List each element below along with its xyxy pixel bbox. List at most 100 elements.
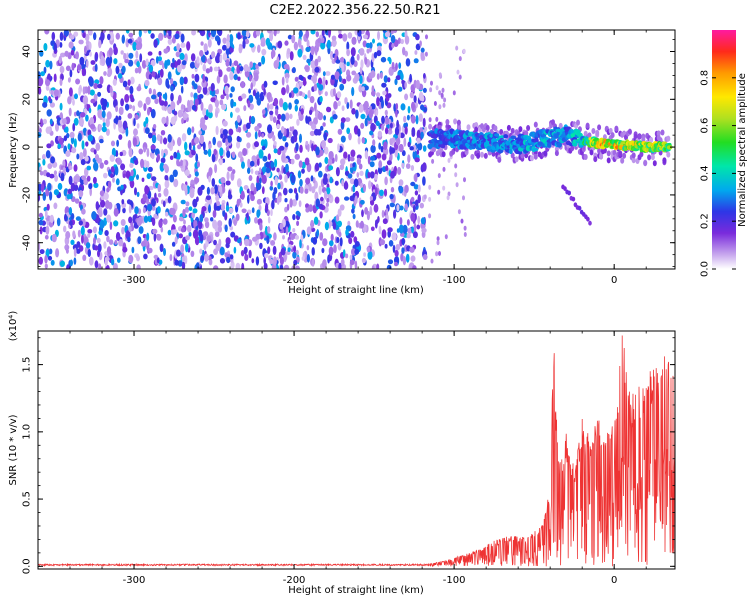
noise-speckle xyxy=(457,209,461,215)
noise-speckle xyxy=(164,180,170,189)
noise-speckle xyxy=(40,182,45,193)
noise-speckle xyxy=(387,93,392,98)
noise-speckle xyxy=(309,130,315,137)
noise-speckle xyxy=(38,242,41,252)
noise-speckle xyxy=(409,146,415,151)
noise-speckle xyxy=(322,71,326,77)
noise-speckle xyxy=(129,179,135,189)
noise-speckle xyxy=(235,120,239,129)
noise-speckle xyxy=(178,216,185,222)
noise-speckle xyxy=(145,96,151,106)
noise-speckle xyxy=(390,30,395,35)
noise-speckle xyxy=(143,146,147,153)
noise-speckle xyxy=(163,163,168,170)
noise-speckle xyxy=(173,229,178,235)
noise-speckle xyxy=(110,140,116,147)
noise-speckle xyxy=(308,183,312,192)
noise-speckle xyxy=(224,224,228,233)
signal-halo xyxy=(652,160,657,167)
noise-speckle xyxy=(405,163,411,170)
noise-speckle xyxy=(414,157,420,163)
noise-speckle xyxy=(60,172,65,182)
signal-halo xyxy=(428,123,433,130)
noise-speckle xyxy=(152,228,158,235)
noise-speckle xyxy=(177,137,182,147)
noise-speckle xyxy=(162,218,168,225)
noise-speckle xyxy=(150,59,156,67)
noise-speckle xyxy=(135,43,141,51)
noise-speckle xyxy=(418,113,423,122)
noise-speckle xyxy=(327,137,333,144)
noise-speckle xyxy=(401,162,405,169)
noise-speckle xyxy=(200,117,206,126)
noise-speckle xyxy=(50,156,55,164)
noise-speckle xyxy=(205,109,209,117)
noise-speckle xyxy=(350,55,355,65)
noise-speckle xyxy=(229,41,233,47)
y-tick-label: 1.0 xyxy=(22,424,33,440)
noise-speckle xyxy=(118,62,123,69)
noise-speckle xyxy=(272,134,276,142)
noise-speckle xyxy=(73,257,77,265)
noise-speckle xyxy=(49,173,55,179)
noise-speckle xyxy=(370,122,376,133)
noise-speckle xyxy=(318,203,324,210)
noise-speckle xyxy=(128,52,134,59)
signal-halo xyxy=(606,150,611,157)
noise-speckle xyxy=(226,256,231,264)
noise-speckle xyxy=(285,84,290,94)
noise-speckle xyxy=(87,229,93,234)
noise-speckle xyxy=(311,123,317,130)
noise-speckle xyxy=(346,101,350,110)
noise-speckle xyxy=(79,56,85,66)
noise-speckle xyxy=(122,207,126,214)
noise-speckle xyxy=(436,240,440,246)
noise-speckle xyxy=(169,155,174,160)
noise-speckle xyxy=(89,187,92,197)
noise-speckle xyxy=(276,167,280,173)
noise-speckle xyxy=(270,161,275,169)
noise-speckle xyxy=(64,50,69,57)
noise-speckle xyxy=(245,213,249,219)
noise-speckle xyxy=(121,226,125,235)
signal-blob xyxy=(666,145,673,150)
noise-speckle xyxy=(405,58,411,67)
noise-speckle xyxy=(226,150,231,158)
noise-speckle xyxy=(153,232,157,242)
noise-speckle xyxy=(256,97,262,106)
noise-speckle xyxy=(407,227,413,234)
noise-speckle xyxy=(163,30,167,36)
noise-speckle xyxy=(300,108,304,115)
noise-speckle xyxy=(305,30,310,39)
noise-speckle xyxy=(57,182,63,191)
noise-speckle xyxy=(395,62,398,71)
noise-speckle xyxy=(216,30,222,35)
noise-speckle xyxy=(357,128,361,137)
noise-speckle xyxy=(160,130,166,136)
noise-speckle xyxy=(148,73,152,80)
noise-speckle xyxy=(236,141,241,149)
noise-speckle xyxy=(444,234,448,240)
noise-speckle xyxy=(370,226,375,232)
noise-speckle xyxy=(219,147,224,157)
noise-speckle xyxy=(163,248,166,256)
noise-speckle xyxy=(328,165,334,171)
noise-speckle xyxy=(241,262,245,269)
spectrogram-noise-region xyxy=(38,30,467,269)
noise-speckle xyxy=(330,233,334,242)
noise-speckle xyxy=(315,198,320,207)
noise-speckle xyxy=(49,191,53,201)
noise-speckle xyxy=(194,236,200,246)
noise-speckle xyxy=(222,209,226,217)
signal-blob xyxy=(566,126,571,130)
noise-speckle xyxy=(402,256,407,266)
noise-speckle xyxy=(277,113,282,120)
signal-halo xyxy=(480,151,484,158)
noise-speckle xyxy=(169,174,175,183)
noise-speckle xyxy=(40,71,45,77)
noise-speckle xyxy=(297,48,303,58)
noise-speckle xyxy=(72,230,76,238)
noise-speckle xyxy=(347,154,351,162)
y-tick-label: 1.5 xyxy=(22,357,33,373)
